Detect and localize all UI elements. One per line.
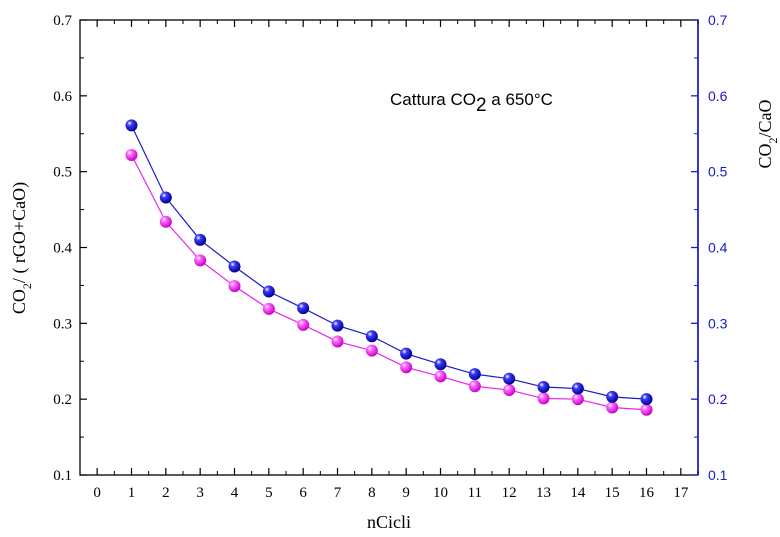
data-point-right xyxy=(228,260,241,273)
data-point-left xyxy=(194,254,207,267)
x-tick-label: 2 xyxy=(162,485,170,501)
data-point-right xyxy=(537,381,550,394)
data-point-right xyxy=(468,368,481,381)
x-tick-label: 9 xyxy=(402,485,410,501)
x-tick-label: 15 xyxy=(605,485,620,501)
data-point-right xyxy=(194,233,207,246)
y-tick-label: 0.2 xyxy=(53,392,72,408)
data-point-left xyxy=(297,318,310,331)
y-tick-label: 0.5 xyxy=(53,165,72,181)
data-point-right xyxy=(365,330,378,343)
x-tick-label: 17 xyxy=(673,485,689,501)
left-y-axis-ticks: 0.1 0.2 0.3 0.4 0.5 0.6 0.7 xyxy=(53,13,87,484)
y2-tick-label: 0.1 xyxy=(708,467,728,483)
data-point-left xyxy=(537,392,550,405)
x-tick-label: 3 xyxy=(196,485,204,501)
y2-tick-label: 0.6 xyxy=(708,88,728,104)
data-point-left xyxy=(159,215,172,228)
y-tick-label: 0.3 xyxy=(53,316,72,332)
x-tick-label: 4 xyxy=(231,485,239,501)
y-tick-label: 0.6 xyxy=(53,89,72,105)
y2-tick-label: 0.7 xyxy=(708,12,728,28)
y-tick-label: 0.4 xyxy=(53,241,72,257)
data-point-left xyxy=(468,380,481,393)
data-point-right xyxy=(503,372,516,385)
data-point-left xyxy=(571,393,584,406)
x-tick-label: 7 xyxy=(334,485,342,501)
data-point-right xyxy=(400,347,413,360)
x-tick-label: 6 xyxy=(299,485,307,501)
x-tick-label: 12 xyxy=(502,485,517,501)
y2-tick-label: 0.5 xyxy=(708,164,728,180)
x-axis-ticks: 0 1 2 3 4 5 6 7 8 9 10 11 12 13 14 15 16 17 xyxy=(79,20,699,501)
series-line-right xyxy=(130,125,647,400)
data-point-right xyxy=(640,393,653,406)
data-point-right xyxy=(262,285,275,298)
x-tick-label: 16 xyxy=(639,485,655,501)
data-point-left xyxy=(640,403,653,416)
data-point-right xyxy=(571,382,584,395)
x-axis-title: nCicli xyxy=(367,512,411,532)
data-point-right xyxy=(297,302,310,315)
y-tick-label: 0.1 xyxy=(53,468,72,484)
right-y-axis-ticks: 0.1 0.2 0.3 0.4 0.5 0.6 0.7 xyxy=(691,12,728,483)
left-y-axis-title: CO2/ ( rGO+CaO) xyxy=(9,182,34,314)
data-point-right xyxy=(159,191,172,204)
x-tick-label: 11 xyxy=(468,485,482,501)
data-point-right xyxy=(434,358,447,371)
y-tick-label: 0.7 xyxy=(53,13,72,29)
chart-annotation: Cattura CO2 a 650°C xyxy=(390,90,553,116)
plot-frame xyxy=(79,19,699,476)
data-point-left xyxy=(400,361,413,374)
series-layer xyxy=(125,119,653,416)
right-y-axis-title: CO2/CaO xyxy=(755,99,780,168)
data-point-left xyxy=(434,370,447,383)
y2-tick-label: 0.2 xyxy=(708,391,728,407)
data-point-left xyxy=(125,148,138,161)
x-tick-label: 5 xyxy=(265,485,273,501)
y2-tick-label: 0.4 xyxy=(708,240,728,256)
x-tick-label: 0 xyxy=(93,485,101,501)
data-point-left xyxy=(503,384,516,397)
data-point-right xyxy=(331,319,344,332)
data-point-left xyxy=(262,302,275,315)
x-tick-label: 10 xyxy=(433,485,448,501)
x-tick-label: 1 xyxy=(128,485,136,501)
data-point-left xyxy=(365,344,378,357)
data-point-left xyxy=(331,335,344,348)
data-point-left xyxy=(606,401,619,414)
x-tick-label: 13 xyxy=(536,485,551,501)
y2-tick-label: 0.3 xyxy=(708,315,728,331)
data-point-left xyxy=(228,280,241,293)
series-line-left xyxy=(130,154,647,411)
x-tick-label: 14 xyxy=(570,485,586,501)
x-tick-label: 8 xyxy=(368,485,376,501)
data-point-right xyxy=(125,119,138,132)
data-point-right xyxy=(606,390,619,403)
